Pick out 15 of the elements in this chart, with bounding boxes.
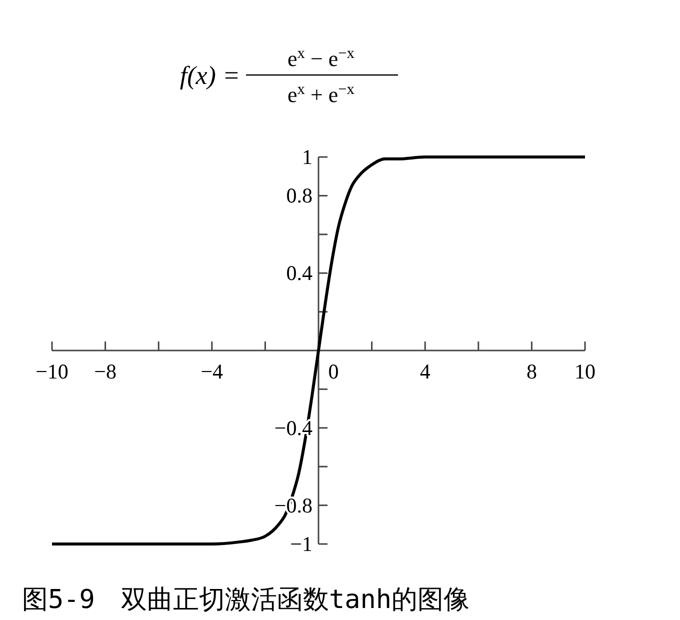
text: f(x) = — [180, 61, 240, 90]
x-tick-label: 4 — [420, 360, 431, 384]
x-tick-label: −10 — [36, 360, 68, 384]
x-tick-label: 0 — [328, 360, 339, 384]
text: e$^{x}$ − e$^{−x}$ — [287, 44, 355, 71]
y-tick-label: 1 — [302, 145, 312, 169]
caption: 图5-9 双曲正切激活函数tanh的图像 — [22, 585, 470, 615]
x-tick-label: −8 — [94, 360, 116, 384]
x-tick-label: −4 — [200, 360, 224, 384]
x-tick-label: 10 — [574, 360, 596, 384]
text: e$^{x}$ + e$^{−x}$ — [287, 80, 355, 107]
y-tick-label: 0.4 — [286, 261, 313, 286]
x-tick-label: 8 — [526, 360, 537, 384]
y-tick-label: 0.8 — [286, 184, 312, 208]
y-tick-label: −1 — [290, 532, 312, 556]
